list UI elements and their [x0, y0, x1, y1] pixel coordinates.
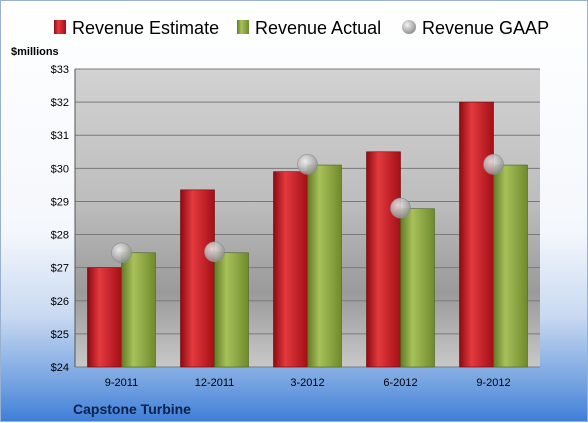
y-tick-label: $26	[51, 296, 69, 308]
y-tick-label: $28	[51, 230, 69, 242]
bar-revenue-estimate	[366, 151, 401, 368]
company-name: Capstone Turbine	[73, 401, 191, 417]
legend-swatch-actual	[237, 20, 249, 34]
bars	[87, 101, 528, 368]
x-tick-label: 6-2012	[383, 377, 417, 389]
marker-revenue-gaap	[390, 197, 411, 219]
legend-swatch-estimate	[54, 20, 66, 34]
y-tick-label: $33	[51, 64, 69, 76]
bar-revenue-estimate	[273, 171, 308, 368]
bar-revenue-actual	[493, 164, 528, 368]
x-axis: 9-2011 12-2011 3-2012 6-2012 9-2012	[105, 377, 511, 389]
y-tick-label: $30	[51, 163, 69, 175]
bar-revenue-actual	[307, 164, 342, 368]
legend-swatch-gaap	[402, 20, 416, 34]
marker-revenue-gaap	[111, 242, 132, 264]
x-tick-label: 9-2012	[476, 377, 510, 389]
bar-revenue-estimate	[459, 101, 494, 368]
y-tick-label: $27	[51, 263, 69, 275]
y-tick-label: $29	[51, 196, 69, 208]
bar-revenue-estimate	[180, 189, 215, 368]
y-axis: $24 $25 $26 $27 $28 $29 $30 $31 $32 $33	[51, 64, 76, 374]
legend-label-estimate: Revenue Estimate	[72, 18, 219, 38]
marker-revenue-gaap	[297, 154, 318, 175]
y-tick-label: $31	[51, 130, 69, 142]
legend-label-actual: Revenue Actual	[255, 18, 381, 38]
bar-revenue-actual	[214, 252, 249, 368]
legend-label-gaap: Revenue GAAP	[422, 18, 549, 38]
y-tick-label: $32	[51, 97, 69, 109]
y-tick-label: $24	[51, 362, 69, 374]
x-tick-label: 9-2011	[105, 377, 138, 389]
bar-revenue-actual	[121, 252, 156, 368]
y-axis-label: $millions	[11, 46, 59, 58]
y-tick-label: $25	[51, 329, 69, 341]
marker-revenue-gaap	[204, 241, 225, 263]
x-tick-label: 12-2011	[195, 377, 235, 389]
markers	[111, 154, 504, 264]
bar-revenue-actual	[400, 208, 435, 368]
marker-revenue-gaap	[483, 154, 504, 175]
x-tick-label: 3-2012	[290, 377, 324, 389]
bar-revenue-estimate	[87, 267, 122, 368]
legend: Revenue Estimate Revenue Actual Revenue …	[54, 18, 549, 38]
